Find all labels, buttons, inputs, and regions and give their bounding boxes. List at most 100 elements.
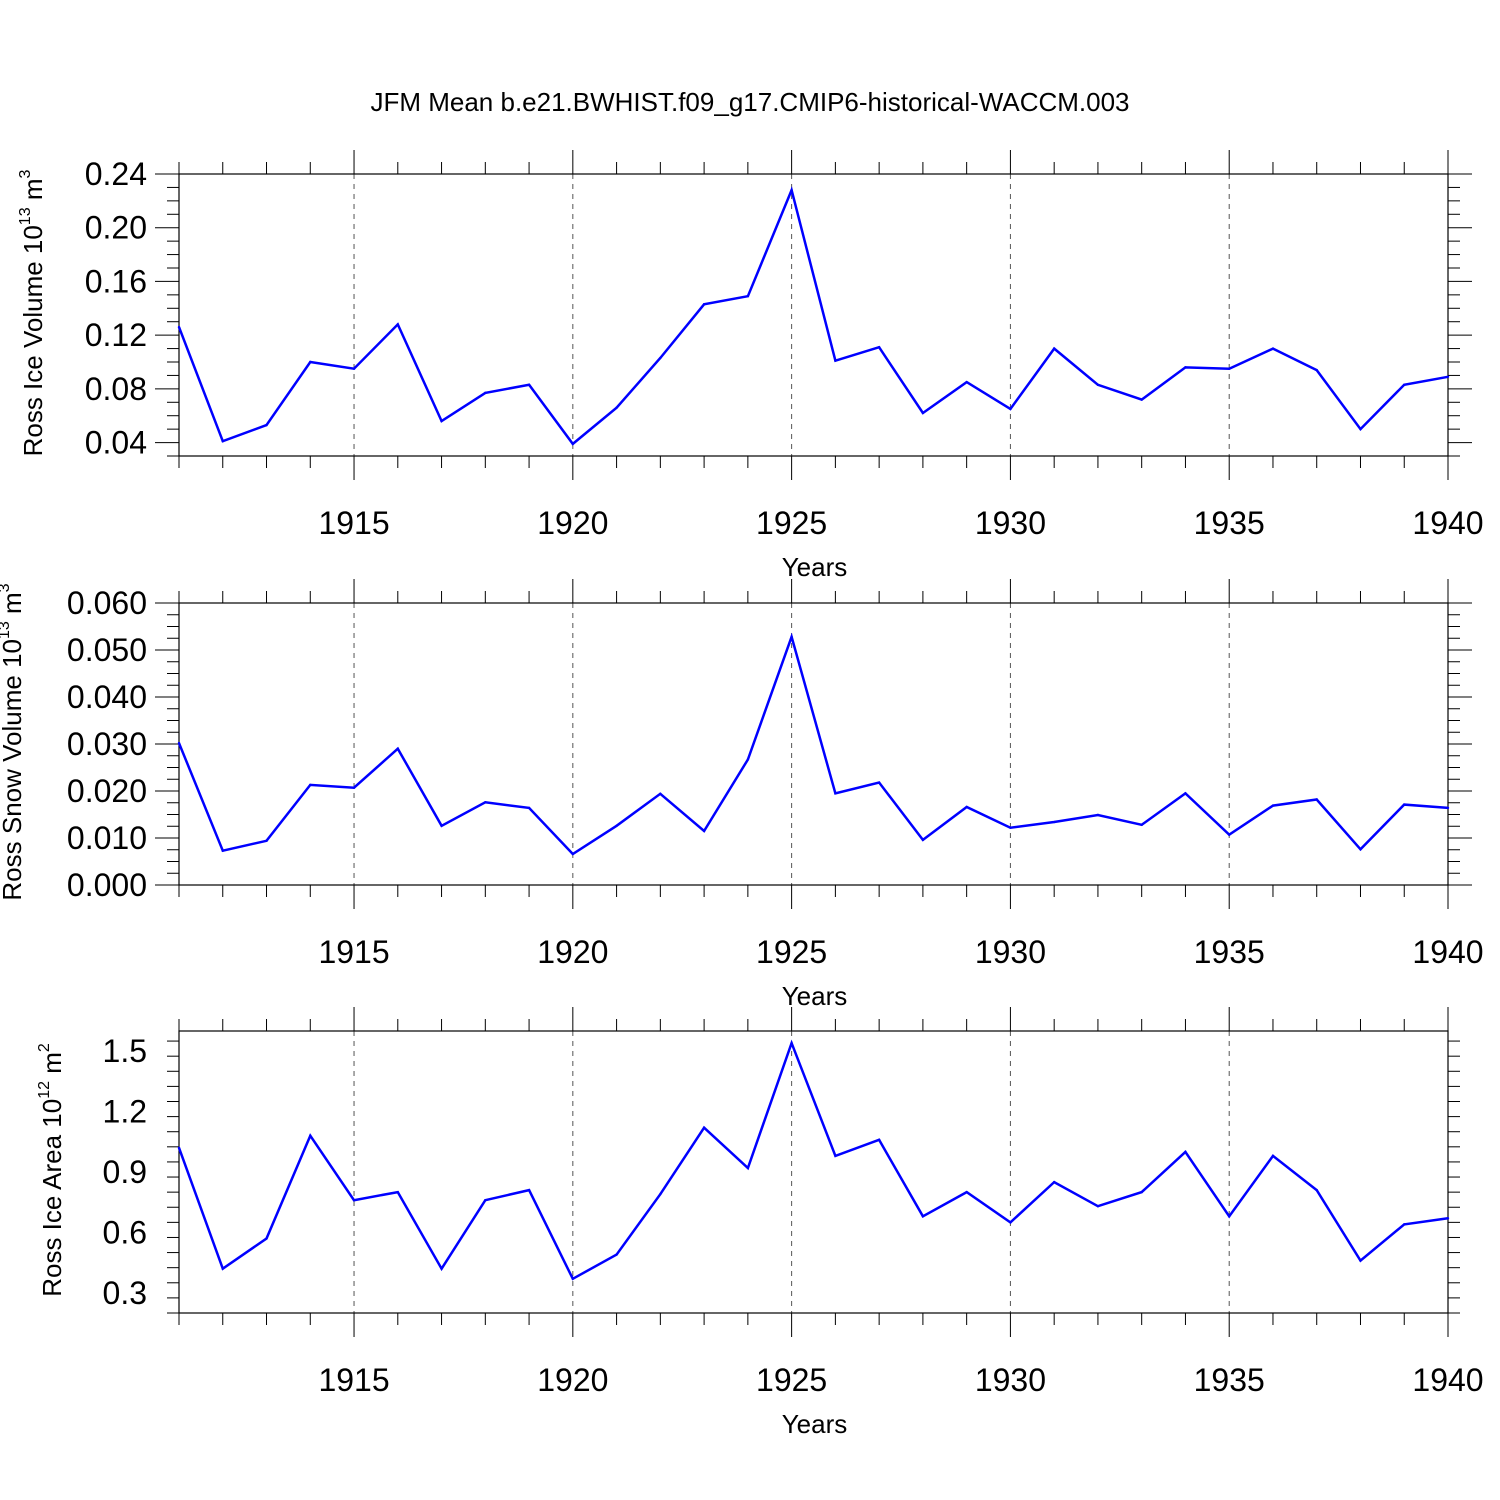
data-point-1932: [1096, 1205, 1100, 1208]
series-line: [177, 186, 1449, 446]
data-point-1918: [484, 1199, 487, 1202]
y-axis-label-unit-exponent: 3: [17, 169, 34, 178]
data-point-1933: [1140, 1190, 1143, 1194]
data-point-1916: [396, 323, 399, 326]
data-point-1935: [1228, 833, 1231, 836]
data-point-1931: [1052, 347, 1056, 350]
data-point-1937: [1315, 798, 1318, 801]
data-point-1937: [1315, 368, 1318, 372]
data-point-1917: [440, 1267, 443, 1270]
series-line: [177, 1039, 1449, 1281]
data-point-1917: [440, 824, 443, 827]
data-point-1922: [659, 792, 662, 796]
x-tick-label-1925: 1925: [756, 505, 827, 541]
data-point-1914: [309, 360, 312, 364]
data-point-1933: [1140, 823, 1143, 827]
y-axis-label-exponent: 13: [0, 621, 13, 639]
plot-frame: [178, 173, 1449, 457]
data-point-1911: [177, 741, 181, 745]
y-axis-label-unit-exponent: 2: [36, 1043, 53, 1052]
y-tick-label-0.04: 0.04: [85, 425, 147, 461]
data-point-1922: [659, 1192, 662, 1196]
x-tick-label-1915: 1915: [318, 934, 389, 970]
x-tick-label-1935: 1935: [1194, 505, 1265, 541]
data-point-1938: [1359, 848, 1362, 851]
data-point-1913: [265, 1237, 268, 1240]
data-point-1939: [1403, 803, 1406, 806]
data-point-1931: [1052, 820, 1056, 824]
data-point-1936: [1271, 347, 1275, 350]
y-axis-label-text: Ross Snow Volume 10: [0, 639, 27, 901]
x-tick-label-1940: 1940: [1412, 1362, 1483, 1398]
data-point-1926: [834, 792, 837, 795]
data-point-1917: [440, 419, 443, 423]
data-point-1916: [396, 747, 399, 750]
x-tick-label-1935: 1935: [1194, 934, 1265, 970]
data-point-1924: [746, 758, 750, 761]
data-point-1911: [177, 1146, 181, 1150]
data-point-1929: [965, 1190, 968, 1194]
data-point-1939: [1403, 1223, 1406, 1226]
data-point-1934: [1184, 792, 1187, 795]
y-axis-label-unit-exponent: 3: [0, 583, 13, 592]
x-tick-label-1915: 1915: [318, 505, 389, 541]
panel-3: 0.3 0.6 0.9 1.2 1.5 1915 1920 1925 1930 1935 1940 Y…: [36, 1007, 1484, 1439]
data-point-1911: [177, 325, 181, 329]
data-point-1923: [702, 1126, 706, 1129]
data-point-1913: [265, 839, 268, 843]
data-point-1923: [702, 303, 706, 306]
data-point-1940: [1446, 806, 1450, 810]
data-point-1921: [615, 406, 618, 409]
data-point-1939: [1403, 383, 1406, 387]
x-tick-label-1915: 1915: [318, 1362, 389, 1398]
data-point-1938: [1359, 427, 1362, 431]
data-point-1919: [527, 383, 531, 387]
y-axis-label-unit: m: [37, 1052, 67, 1081]
y-tick-label-0.010: 0.010: [67, 820, 147, 856]
data-point-1920: [571, 442, 575, 446]
y-axis-label: Ross Snow Volume 1013 m3: [0, 583, 27, 900]
data-point-1926: [834, 359, 837, 362]
x-tick-label-1930: 1930: [975, 505, 1046, 541]
plot-frame: [178, 602, 1449, 886]
data-point-1924: [746, 295, 750, 298]
x-axis-label: Years: [782, 1409, 848, 1439]
y-tick-label-0.050: 0.050: [67, 632, 147, 668]
y-tick-label-0.16: 0.16: [85, 263, 147, 299]
y-tick-label-0.000: 0.000: [67, 867, 147, 903]
data-point-1915: [352, 1199, 356, 1202]
data-point-1914: [309, 783, 312, 787]
data-point-1940: [1446, 1217, 1450, 1220]
y-tick-label-0.9: 0.9: [103, 1154, 147, 1190]
data-point-1932: [1096, 813, 1100, 817]
data-point-1914: [309, 1134, 312, 1137]
data-point-1912: [221, 440, 224, 443]
data-point-1936: [1271, 804, 1275, 807]
x-tick-label-1935: 1935: [1194, 1362, 1265, 1398]
data-point-1937: [1315, 1188, 1318, 1192]
data-point-1923: [702, 829, 706, 833]
y-axis-label-text: Ross Ice Volume 10: [18, 225, 48, 456]
y-axis-label: Ross Ice Area 1012 m2: [36, 1043, 67, 1297]
y-axis-label-unit: m: [18, 178, 48, 207]
data-point-1935: [1228, 1215, 1231, 1218]
y-tick-label-0.030: 0.030: [67, 726, 147, 762]
data-point-1921: [615, 1253, 618, 1256]
y-axis-label-exponent: 13: [17, 207, 34, 225]
data-point-1925: [790, 188, 793, 192]
data-point-1918: [484, 391, 487, 395]
x-tick-label-1930: 1930: [975, 934, 1046, 970]
data-point-1919: [527, 806, 531, 810]
x-tick-label-1920: 1920: [537, 505, 608, 541]
data-point-1932: [1096, 383, 1100, 387]
data-point-1912: [221, 849, 224, 852]
x-tick-label-1920: 1920: [537, 1362, 608, 1398]
data-point-1913: [265, 423, 268, 427]
y-axis-label-exponent: 12: [36, 1081, 53, 1099]
data-point-1927: [877, 346, 881, 349]
data-point-1921: [615, 824, 618, 827]
x-tick-label-1925: 1925: [756, 934, 827, 970]
y-tick-label-1.2: 1.2: [103, 1094, 147, 1130]
y-axis-label-text: Ross Ice Area 10: [37, 1099, 67, 1297]
